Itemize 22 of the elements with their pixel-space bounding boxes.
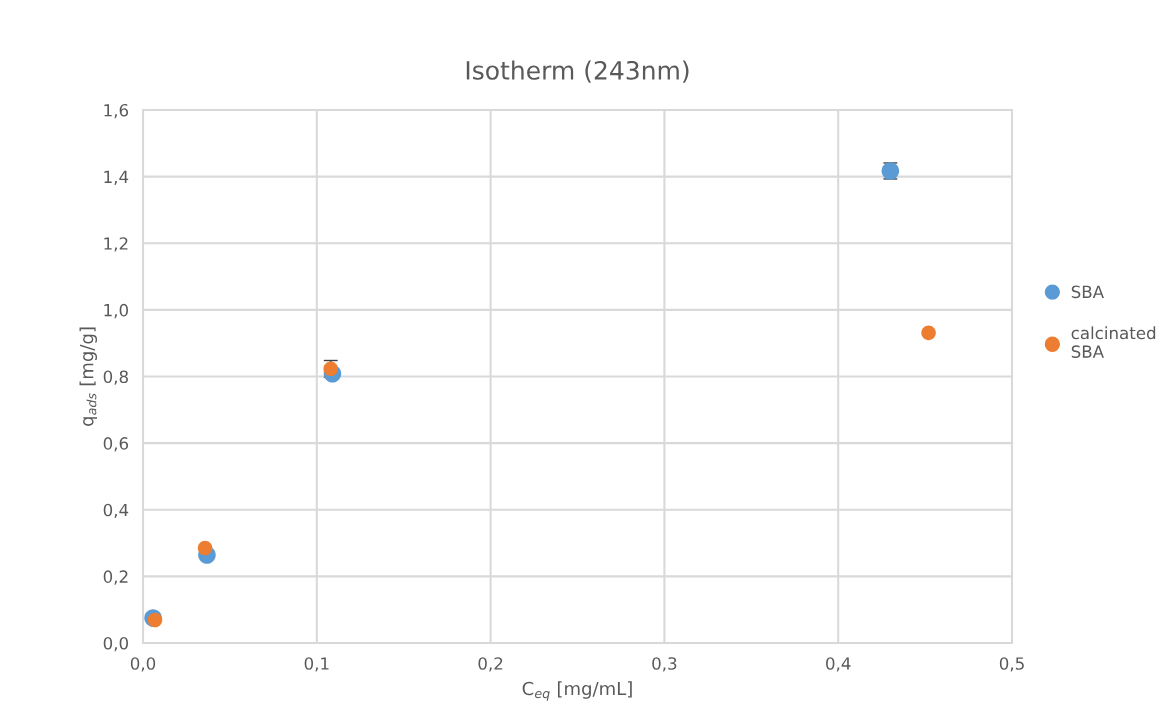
y-axis-title: q$_{ads}$ [mg/g] (79, 327, 98, 426)
x-tick-label: 0,0 (130, 657, 156, 672)
y-tick-label: 1,6 (104, 103, 129, 119)
chart-title: Isotherm (243nm) (466, 60, 689, 83)
y-tick-label: 0,4 (103, 503, 129, 519)
x-axis-title: C$_{eq}$ [mg/mL] (522, 681, 632, 701)
x-tick-label: 0,2 (478, 657, 503, 672)
x-tick-label: 0,5 (999, 657, 1024, 672)
y-tick-label: 0,6 (103, 437, 129, 452)
legend-label: calcinated SBA (1071, 326, 1156, 358)
x-tick-label: 0,4 (826, 657, 851, 672)
x-tick-label: 0,3 (652, 657, 677, 672)
x-tick-label: 0,1 (304, 657, 329, 672)
y-tick-label: 1,0 (104, 303, 129, 319)
y-tick-label: 0,8 (103, 370, 128, 385)
y-tick-label: 1,4 (104, 170, 129, 185)
y-tick-label: 0,2 (103, 570, 128, 585)
legend-label: SBA (1071, 285, 1104, 299)
y-tick-label: 1,2 (104, 237, 128, 252)
point (921, 325, 936, 341)
y-tick-label: 0,0 (103, 636, 129, 652)
point (197, 540, 213, 556)
